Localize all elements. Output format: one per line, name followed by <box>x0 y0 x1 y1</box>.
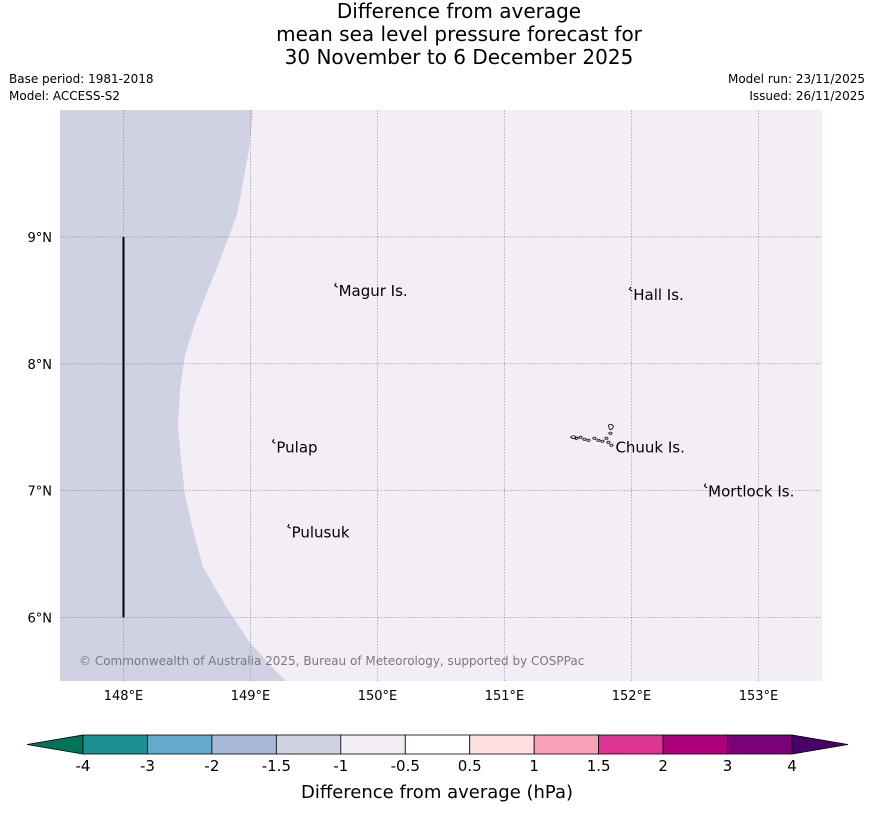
longitude-label: 153°E <box>739 689 779 704</box>
colorbar-tick-label: 1 <box>529 757 539 775</box>
pressure-region-west <box>60 110 286 681</box>
island-outline <box>271 438 276 444</box>
island-outline <box>607 424 614 430</box>
title-line-2: mean sea level pressure forecast for <box>276 22 642 46</box>
place-label: Pulap <box>276 438 317 456</box>
colorbar-swatch <box>82 734 148 755</box>
colorbar-tick-label: 4 <box>787 757 797 775</box>
colorbar-swatch <box>662 734 728 755</box>
island-outline <box>608 431 613 435</box>
island-outline <box>609 443 614 447</box>
colorbar-swatch <box>147 734 213 755</box>
colorbar-extend-low <box>26 734 84 755</box>
colorbar-tick-label: 3 <box>723 757 733 775</box>
island-outline <box>703 483 708 489</box>
island-outline <box>578 435 583 439</box>
colorbar-tick-label: -3 <box>140 757 155 775</box>
island-outlines <box>271 282 708 529</box>
colorbar-tick-label: -1 <box>333 757 348 775</box>
longitude-label: 149°E <box>231 689 271 704</box>
colorbar-tick-label: -1.5 <box>262 757 291 775</box>
map-panel: Magur Is. Hall Is. Pulap Chuuk Is. Mortlock … <box>60 110 822 681</box>
island-outline <box>592 436 597 440</box>
latitude-labels: 9°N 8°N 7°N 6°N <box>28 231 53 627</box>
latitude-label: 9°N <box>28 231 53 246</box>
colorbar-tick-label: -0.5 <box>391 757 420 775</box>
longitude-label: 151°E <box>485 689 525 704</box>
colorbar-extend-high <box>791 734 849 755</box>
longitude-labels: 148°E 149°E 150°E 151°E 152°E 153°E <box>104 689 779 704</box>
copyright-notice: © Commonwealth of Australia 2025, Bureau… <box>79 654 584 668</box>
colorbar-swatch <box>211 734 277 755</box>
colorbar-tick-label: 1.5 <box>587 757 611 775</box>
colorbar: -4 -3 -2 -1.5 -1 -0.5 0.5 1 1.5 2 3 4 <box>26 734 849 775</box>
longitude-label: 148°E <box>104 689 144 704</box>
colorbar-swatch <box>404 734 471 755</box>
longitude-label: 150°E <box>358 689 398 704</box>
colorbar-swatch <box>469 734 535 755</box>
colorbar-swatch <box>275 734 342 755</box>
island-outline <box>628 286 633 292</box>
colorbar-tick-label: 2 <box>658 757 668 775</box>
place-label: Mortlock Is. <box>708 483 794 501</box>
colorbar-tick-label: -4 <box>76 757 91 775</box>
meta-left: Base period: 1981-2018 Model: ACCESS-S2 <box>9 71 154 105</box>
latitude-label: 6°N <box>28 612 53 627</box>
colorbar-swatch <box>533 734 600 755</box>
island-outline <box>334 282 338 288</box>
colorbar-swatch <box>598 734 664 755</box>
model-run-text: Model run: 23/11/2025 <box>727 72 865 86</box>
island-outline <box>600 439 605 443</box>
title-line-3: 30 November to 6 December 2025 <box>284 45 634 69</box>
longitude-label: 152°E <box>612 689 652 704</box>
island-outline <box>569 435 577 440</box>
meta-right: Model run: 23/11/2025 Issued: 26/11/2025 <box>728 71 865 105</box>
island-outline <box>604 436 609 440</box>
latitude-label: 8°N <box>28 358 53 373</box>
title-line-1: Difference from average <box>336 0 582 23</box>
island-outline <box>582 437 587 441</box>
latitude-label: 7°N <box>28 485 53 500</box>
colorbar-swatch <box>727 734 793 755</box>
island-outline <box>596 438 601 442</box>
island-outline <box>287 524 291 529</box>
issued-text: Issued: 26/11/2025 <box>749 89 865 103</box>
place-labels: Magur Is. Hall Is. Pulap Chuuk Is. Mortlock … <box>276 282 794 541</box>
place-label: Magur Is. <box>339 282 408 300</box>
place-label: Hall Is. <box>633 286 684 304</box>
base-period-text: Base period: 1981-2018 <box>9 72 154 86</box>
island-outline <box>606 440 611 444</box>
map-title: Difference from average mean sea level p… <box>0 0 873 69</box>
model-text: Model: ACCESS-S2 <box>9 89 121 103</box>
colorbar-tick-label: 0.5 <box>458 757 482 775</box>
place-label: Chuuk Is. <box>615 438 684 456</box>
colorbar-title: Difference from average (hPa) <box>301 782 573 803</box>
colorbar-swatch <box>340 734 406 755</box>
colorbar-tick-label: -2 <box>204 757 219 775</box>
place-label: Pulusuk <box>292 523 350 541</box>
island-outline <box>586 438 591 442</box>
